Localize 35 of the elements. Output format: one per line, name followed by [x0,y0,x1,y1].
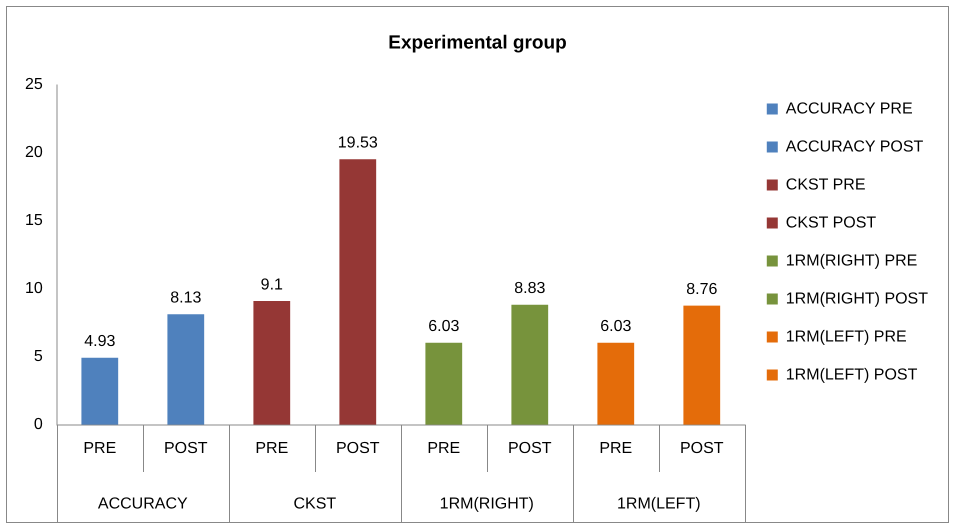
y-tick-label: 0 [34,416,43,434]
legend-label: ACCURACY PRE [786,100,913,118]
y-tick-label: 5 [34,348,43,366]
data-label: 8.13 [170,290,202,307]
legend-label: CKST PRE [786,176,866,194]
x-tick-label: POST [336,440,380,457]
y-tick-label: 15 [25,212,43,230]
x-tick-label: PRE [255,440,288,457]
x-tick-label: POST [164,440,208,457]
x-tick-label: POST [508,440,552,457]
legend-label: 1RM(RIGHT) PRE [786,252,918,270]
data-label: 4.93 [84,333,116,350]
legend-label: CKST POST [786,214,876,232]
data-label: 6.03 [428,318,460,336]
text: ACCURACY [98,495,188,512]
text: CKST [293,495,336,512]
y-tick-label: 20 [25,144,43,162]
chart-title: Experimental group [388,32,567,54]
y-tick-label: 10 [25,280,43,298]
legend-label: 1RM(LEFT) PRE [786,328,907,346]
x-tick-label: PRE [427,440,460,457]
x-tick-label: POST [680,440,724,457]
legend-label: 1RM(RIGHT) POST [786,290,928,308]
data-label: 6.03 [600,318,632,336]
legend-label: 1RM(LEFT) POST [786,366,918,384]
data-label: 8.76 [686,281,718,298]
text: 1RM(LEFT) [617,495,701,512]
legend-label: ACCURACY POST [786,138,924,156]
data-label: 8.83 [514,280,546,298]
text: 1RM(RIGHT) [440,495,534,512]
x-tick-label: PRE [599,440,632,457]
y-tick-label: 25 [25,76,43,94]
data-label: 19.53 [338,134,378,152]
x-tick-label: PRE [83,440,116,457]
data-label: 9.1 [260,276,284,294]
